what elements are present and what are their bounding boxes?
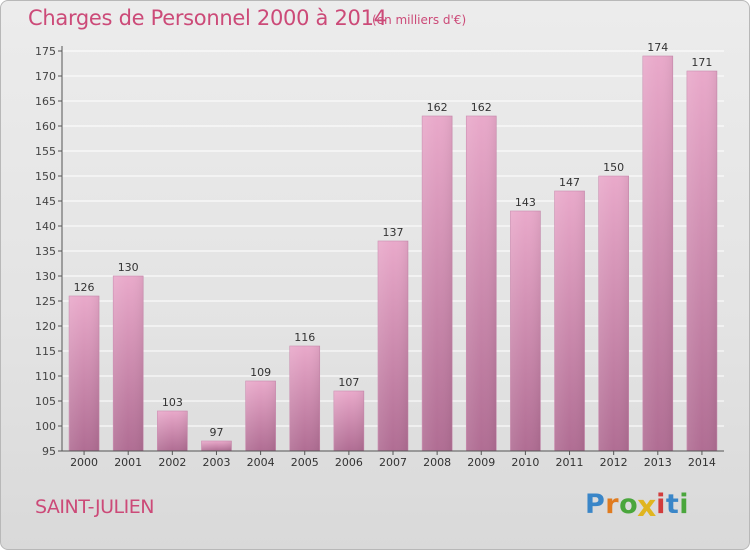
data-label: 103 [162,396,183,409]
bar-shade [157,411,188,451]
y-tick-label: 170 [35,70,56,83]
data-label: 130 [118,261,139,274]
x-tick-label: 2009 [467,456,495,469]
data-label: 162 [427,101,448,114]
y-tick-label: 140 [35,220,56,233]
proxiti-logo: Proxiti [585,489,690,524]
bar-shade [510,211,541,451]
x-tick-label: 2012 [600,456,628,469]
bar-shade [113,276,144,451]
y-tick-label: 145 [35,195,56,208]
x-tick-label: 2006 [335,456,363,469]
y-tick-label: 100 [35,420,56,433]
y-tick-label: 115 [35,345,56,358]
x-tick-label: 2014 [688,456,716,469]
x-tick-label: 2008 [423,456,451,469]
y-tick-label: 135 [35,245,56,258]
bar-shade [598,176,629,451]
y-tick-label: 175 [35,45,56,58]
data-label: 107 [338,376,359,389]
bar-shade [201,441,232,451]
data-label: 137 [383,226,404,239]
y-tick-label: 130 [35,270,56,283]
data-label: 150 [603,161,624,174]
bar-shade [333,391,364,451]
chart-title: Charges de Personnel 2000 à 2014 [28,6,387,30]
y-tick-label: 165 [35,95,56,108]
y-tick-label: 150 [35,170,56,183]
data-label: 109 [250,366,271,379]
y-tick-label: 105 [35,395,56,408]
bar-shade [642,56,673,451]
logo-letter: P [585,489,606,520]
data-label: 143 [515,196,536,209]
x-tick-label: 2003 [202,456,230,469]
x-tick-label: 2000 [70,456,98,469]
x-tick-label: 2005 [291,456,319,469]
y-tick-label: 125 [35,295,56,308]
data-label: 126 [74,281,95,294]
bar-shade [554,191,585,451]
bar-shade [245,381,276,451]
logo-letter: r [605,489,620,520]
logo-letter: i [679,489,690,520]
bar-shade [378,241,408,451]
town-name: SAINT-JULIEN [35,496,154,518]
logo-letter: o [619,489,639,520]
bar-shade [686,71,717,451]
logo-letter: t [665,489,680,520]
bar-shade [69,296,100,451]
x-tick-label: 2011 [556,456,584,469]
data-label: 162 [471,101,492,114]
data-label: 147 [559,176,580,189]
data-label: 171 [691,56,712,69]
bar-shade [466,116,497,451]
x-tick-label: 2013 [644,456,672,469]
bar-shade [422,116,453,451]
x-tick-label: 2002 [158,456,186,469]
x-tick-label: 2004 [247,456,275,469]
bar-shade [289,346,320,451]
data-label: 116 [294,331,315,344]
logo-letter: i [656,489,666,520]
data-label: 174 [647,41,668,54]
y-tick-label: 160 [35,120,56,133]
y-tick-label: 95 [42,445,56,458]
y-tick-label: 120 [35,320,56,333]
chart-subtitle: (en milliers d'€) [372,13,467,27]
y-tick-label: 110 [35,370,56,383]
x-tick-label: 2001 [114,456,142,469]
x-tick-label: 2010 [511,456,539,469]
y-tick-label: 155 [35,145,56,158]
logo-letter: x [637,489,658,524]
data-label: 97 [209,426,223,439]
x-tick-label: 2007 [379,456,407,469]
